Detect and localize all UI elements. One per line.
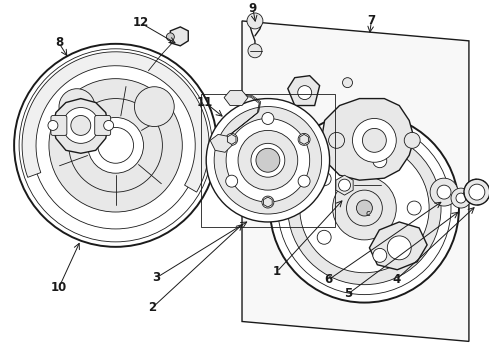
Polygon shape [300,134,308,144]
Text: 1: 1 [273,265,281,278]
Circle shape [226,134,238,145]
Text: 9: 9 [249,3,257,15]
Circle shape [88,117,144,173]
Circle shape [407,201,421,215]
Circle shape [464,179,490,205]
Circle shape [214,107,321,214]
Polygon shape [336,175,353,195]
Circle shape [363,129,386,152]
Text: 2: 2 [148,301,156,314]
Circle shape [317,172,331,186]
Text: 6: 6 [324,273,333,286]
Circle shape [238,130,298,190]
Polygon shape [224,91,248,105]
Circle shape [437,185,451,199]
Polygon shape [171,27,188,46]
Circle shape [352,118,396,162]
Circle shape [247,13,263,29]
Circle shape [256,148,280,172]
Circle shape [298,86,312,100]
Circle shape [430,178,458,206]
Circle shape [206,99,330,222]
Polygon shape [227,134,236,144]
Circle shape [104,121,114,130]
Text: c: c [365,208,370,217]
Circle shape [71,116,91,135]
Polygon shape [369,222,427,270]
Text: 3: 3 [152,271,161,284]
Circle shape [343,78,352,87]
Circle shape [48,121,58,130]
Circle shape [404,132,420,148]
Circle shape [134,87,174,126]
Text: 5: 5 [344,287,353,300]
Circle shape [451,188,471,208]
Circle shape [226,118,310,202]
Text: 10: 10 [51,281,67,294]
Circle shape [300,143,429,273]
Circle shape [59,89,95,125]
Circle shape [63,108,98,143]
Circle shape [298,175,310,187]
Polygon shape [242,21,469,341]
Text: 11: 11 [197,96,213,109]
Circle shape [270,113,459,302]
Circle shape [167,33,174,41]
Circle shape [339,179,350,191]
FancyBboxPatch shape [51,116,67,135]
Circle shape [226,175,238,187]
Circle shape [333,176,396,240]
FancyBboxPatch shape [95,116,111,135]
Circle shape [456,193,466,203]
Circle shape [49,78,182,212]
Circle shape [373,154,387,168]
Circle shape [373,248,387,262]
Circle shape [356,200,372,216]
Circle shape [387,236,411,260]
Circle shape [469,184,485,200]
Circle shape [329,132,344,148]
Polygon shape [53,99,109,153]
Text: 12: 12 [132,17,148,30]
Circle shape [251,143,285,177]
Text: 7: 7 [368,14,375,27]
Polygon shape [321,99,414,180]
Polygon shape [22,52,209,192]
Circle shape [298,134,310,145]
Polygon shape [288,76,319,105]
Circle shape [248,44,262,58]
Text: 4: 4 [392,273,400,286]
Circle shape [288,131,441,285]
Polygon shape [210,134,232,152]
Circle shape [14,44,217,247]
Text: 8: 8 [55,36,63,49]
Circle shape [262,112,274,125]
Polygon shape [264,197,272,207]
Circle shape [262,196,274,208]
Circle shape [317,230,331,244]
